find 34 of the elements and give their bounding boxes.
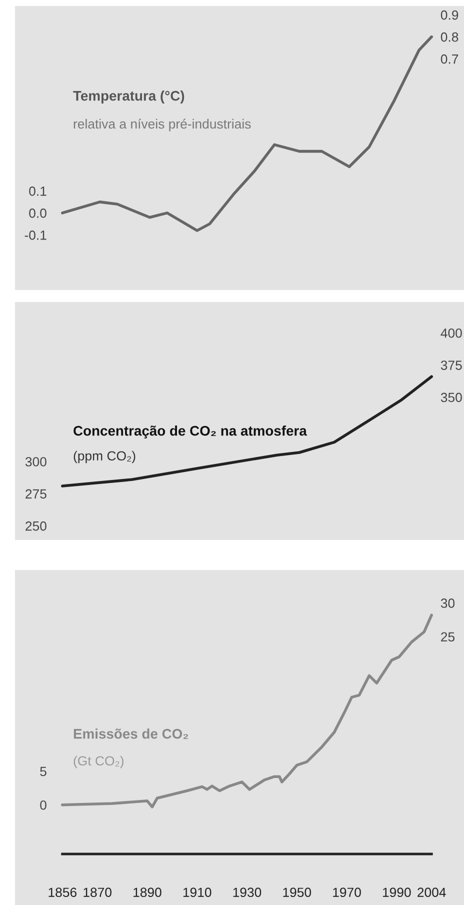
y2-tick-label: 350 [440, 392, 462, 402]
text: Temperatura (°C) [73, 90, 184, 104]
y2-tick-label: 375 [440, 360, 462, 370]
y-tick-label: 5 [40, 766, 46, 776]
text: (ppm CO₂) [74, 450, 136, 464]
y-tick-label: 275 [26, 489, 46, 499]
y-tick-label: -0.1 [24, 230, 46, 240]
y2-tick-label: 0.7 [440, 54, 458, 64]
x-tick-label: 1870 [84, 888, 112, 898]
x-tick-label: 1856 [48, 888, 76, 898]
y2-tick-label: 30 [440, 598, 455, 608]
y2-tick-label: 25 [441, 632, 455, 642]
text: Emissões de CO₂ [74, 728, 188, 740]
x-tick-label: 1990 [382, 888, 411, 898]
x-tick-label: 1910 [183, 888, 212, 898]
y2-tick-label: 0.8 [440, 32, 458, 42]
x-tick-label: 1890 [134, 888, 162, 898]
x-tick-label: 1930 [233, 888, 262, 898]
text: relativa a níveis pré-industriais [74, 118, 251, 132]
line-series [61, 35, 433, 232]
y2-tick-label: 400 [440, 328, 462, 338]
y2-tick-label: 0.9 [440, 10, 458, 20]
y-tick-label: 0 [40, 800, 46, 810]
line-series [61, 614, 433, 808]
text: (Gt CO₂) [74, 756, 124, 768]
y-tick-label: 0.0 [29, 208, 46, 218]
y-tick-label: 300 [25, 457, 46, 466]
y-tick-label: 250 [26, 521, 46, 531]
text: Concentração de CO₂ na atmosfera [74, 426, 307, 438]
x-tick-label: 2004 [418, 888, 446, 898]
x-tick-label: 1950 [283, 888, 312, 898]
y-tick-label: 0.1 [29, 186, 46, 196]
line-series [61, 375, 433, 488]
x-tick-label: 1970 [333, 888, 361, 898]
